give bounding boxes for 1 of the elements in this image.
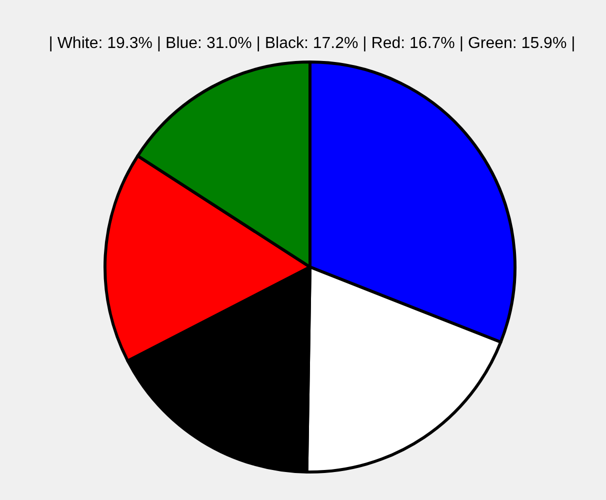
chart-title: | White: 19.3% | Blue: 31.0% | Black: 17.2% | Red: 16.7% | Green: 15.9% | [48,35,576,52]
